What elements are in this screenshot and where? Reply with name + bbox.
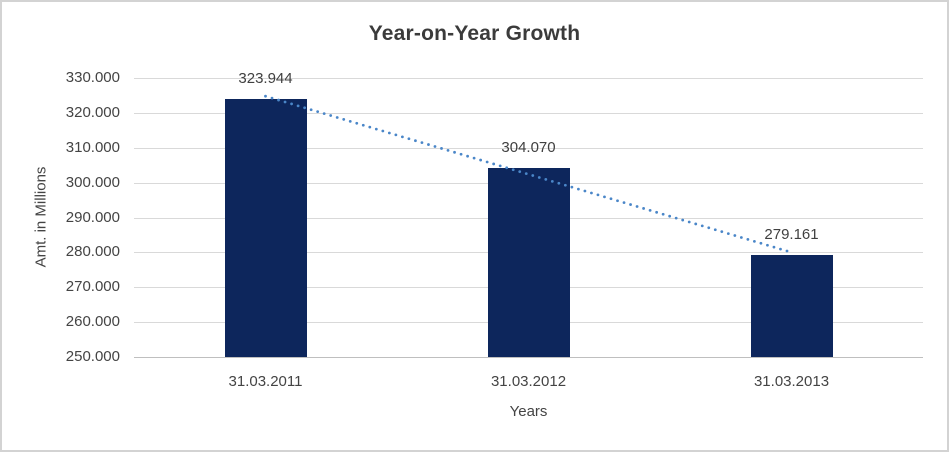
y-tick-label: 310.000 (65, 138, 120, 156)
bar-data-label: 323.944 (238, 70, 293, 88)
trendline (264, 94, 793, 254)
gridline (134, 147, 923, 149)
gridline (134, 78, 923, 79)
trendline-layer (264, 94, 793, 254)
y-tick-label: 250.000 (65, 348, 120, 365)
x-tick-label: 31.03.2012 (490, 373, 567, 390)
bar-data-label: 279.161 (764, 226, 819, 244)
x-tick-label: 31.03.2011 (228, 373, 303, 390)
y-tick-label: 320.000 (65, 103, 120, 121)
x-axis-title: Years (509, 403, 548, 420)
bar (487, 168, 570, 357)
y-tick-label: 300.000 (65, 173, 120, 191)
plot-area: Years 330.000 320.000 310.000 300.000 290.00… (66, 70, 923, 420)
y-tick-label: 290.000 (65, 208, 120, 226)
gridline (134, 357, 923, 358)
bar-data-label: 304.070 (501, 139, 556, 157)
chart-title: Year-on-Year Growth (368, 22, 581, 45)
bar (750, 255, 833, 357)
x-tick-label: 31.03.2013 (753, 373, 830, 390)
bar (224, 99, 307, 357)
y-tick-label: 280.000 (65, 243, 120, 261)
y-tick-label: 260.000 (65, 313, 120, 331)
y-tick-label: 270.000 (65, 278, 120, 296)
y-tick-label: 330.000 (65, 69, 120, 86)
gridline (134, 112, 923, 114)
